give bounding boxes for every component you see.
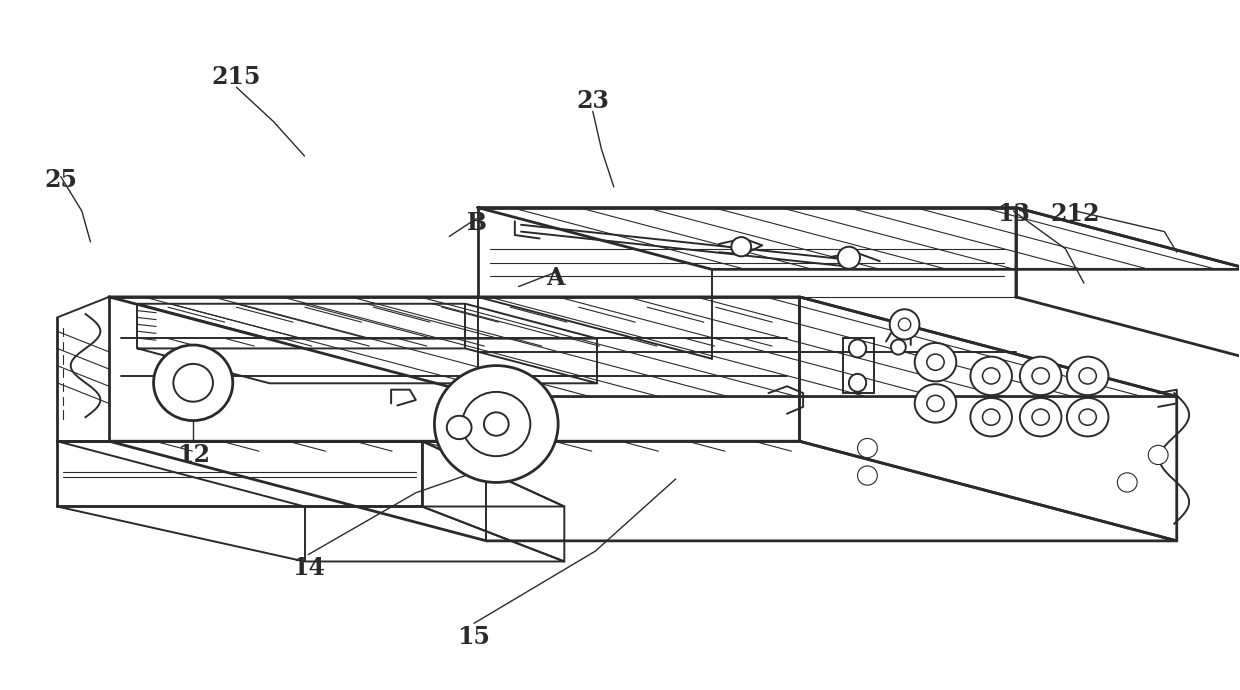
Ellipse shape [1079, 409, 1096, 425]
Ellipse shape [1079, 368, 1096, 384]
Ellipse shape [484, 413, 508, 435]
Ellipse shape [898, 318, 910, 331]
Ellipse shape [732, 237, 751, 257]
Text: 215: 215 [212, 65, 262, 89]
Text: 25: 25 [45, 168, 77, 192]
Ellipse shape [982, 368, 999, 384]
Ellipse shape [1148, 445, 1168, 464]
Ellipse shape [446, 416, 471, 439]
Text: 15: 15 [458, 625, 491, 649]
Text: A: A [547, 266, 565, 290]
Ellipse shape [1019, 357, 1061, 395]
Ellipse shape [849, 374, 867, 392]
Ellipse shape [1066, 398, 1109, 436]
Text: 23: 23 [577, 89, 609, 113]
Ellipse shape [982, 409, 999, 425]
Ellipse shape [154, 345, 233, 421]
Ellipse shape [838, 247, 861, 268]
Ellipse shape [1032, 409, 1049, 425]
Ellipse shape [1032, 368, 1049, 384]
Text: 13: 13 [997, 202, 1030, 226]
Ellipse shape [971, 398, 1012, 436]
Ellipse shape [858, 466, 878, 485]
Text: B: B [466, 210, 486, 235]
Ellipse shape [1066, 357, 1109, 395]
Ellipse shape [915, 343, 956, 382]
Ellipse shape [174, 364, 213, 402]
Ellipse shape [926, 354, 944, 371]
Ellipse shape [892, 339, 905, 355]
Ellipse shape [858, 438, 878, 457]
Ellipse shape [915, 384, 956, 423]
Text: 12: 12 [176, 443, 210, 467]
Ellipse shape [463, 392, 531, 456]
Ellipse shape [890, 309, 919, 339]
Text: 212: 212 [1050, 202, 1100, 226]
Ellipse shape [849, 339, 867, 357]
Ellipse shape [1117, 473, 1137, 492]
Ellipse shape [434, 366, 558, 482]
Ellipse shape [926, 395, 944, 411]
Ellipse shape [1019, 398, 1061, 436]
Text: 14: 14 [291, 556, 325, 580]
Ellipse shape [971, 357, 1012, 395]
